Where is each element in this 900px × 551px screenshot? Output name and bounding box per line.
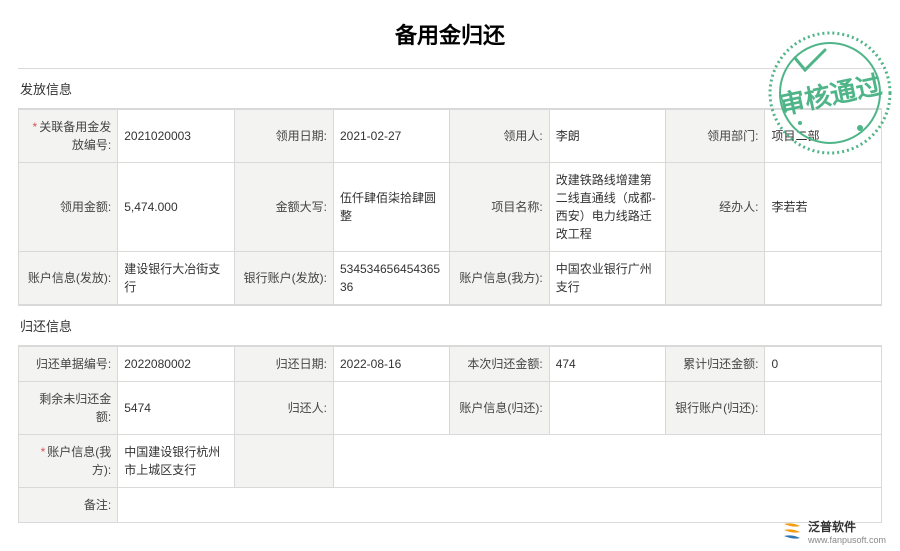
label-project: 项目名称: [450,163,549,252]
label-receive-date: 领用日期: [234,110,333,163]
table-row: 剩余未归还金额: 5474 归还人: 账户信息(归还): 银行账户(归还): [19,382,882,435]
label-bank-return: 银行账户(归还): [666,382,765,435]
value-account-issue: 建设银行大冶街支行 [118,252,235,305]
label-account-return: 账户信息(归还): [450,382,549,435]
value-remark [118,488,882,523]
value-remaining: 5474 [118,382,235,435]
label-total-returned: 累计归还金额: [666,347,765,382]
table-row: 归还单据编号: 2022080002 归还日期: 2022-08-16 本次归还… [19,347,882,382]
value-handler: 李若若 [765,163,882,252]
value-amount-cn: 伍仟肆佰柒拾肆圆整 [333,163,450,252]
label-account-our2: *账户信息(我方): [19,435,118,488]
label-empty2 [234,435,333,488]
value-return-amount: 474 [549,347,666,382]
issuance-table: *关联备用金发放编号: 2021020003 领用日期: 2021-02-27 … [18,109,882,305]
value-receiver: 李朗 [549,110,666,163]
value-issuance-id: 2021020003 [118,110,235,163]
label-receiver: 领用人: [450,110,549,163]
label-return-id: 归还单据编号: [19,347,118,382]
label-returner: 归还人: [234,382,333,435]
page-title: 备用金归还 [18,18,882,50]
table-row: 备注: [19,488,882,523]
value-receive-date: 2021-02-27 [333,110,450,163]
section-issuance-header: 发放信息 [18,68,882,109]
label-handler: 经办人: [666,163,765,252]
value-project: 改建铁路线增建第二线直通线（成都-西安）电力线路迁改工程 [549,163,666,252]
label-amount: 领用金额: [19,163,118,252]
value-empty2 [333,435,881,488]
label-account-our: 账户信息(我方): [450,252,549,305]
table-row: *账户信息(我方): 中国建设银行杭州市上城区支行 [19,435,882,488]
label-return-date: 归还日期: [234,347,333,382]
label-return-amount: 本次归还金额: [450,347,549,382]
logo-brand: 泛普软件 [808,518,886,535]
logo-icon [780,520,804,544]
value-amount: 5,474.000 [118,163,235,252]
value-return-date: 2022-08-16 [333,347,450,382]
value-empty1 [765,252,882,305]
table-row: *关联备用金发放编号: 2021020003 领用日期: 2021-02-27 … [19,110,882,163]
approval-stamp: 审核通过 [765,28,895,158]
value-total-returned: 0 [765,347,882,382]
table-row: 领用金额: 5,474.000 金额大写: 伍仟肆佰柒拾肆圆整 项目名称: 改建… [19,163,882,252]
svg-text:审核通过: 审核通过 [776,69,884,120]
value-account-our2: 中国建设银行杭州市上城区支行 [118,435,235,488]
logo-url: www.fanpusoft.com [808,535,886,545]
value-account-our: 中国农业银行广州支行 [549,252,666,305]
footer-logo: 泛普软件 www.fanpusoft.com [780,518,886,545]
label-department: 领用部门: [666,110,765,163]
table-row: 账户信息(发放): 建设银行大冶街支行 银行账户(发放): 5345346564… [19,252,882,305]
label-amount-cn: 金额大写: [234,163,333,252]
value-returner [333,382,450,435]
label-remaining: 剩余未归还金额: [19,382,118,435]
value-bank-issue: 53453465645436536 [333,252,450,305]
label-issuance-id: *关联备用金发放编号: [19,110,118,163]
label-remark: 备注: [19,488,118,523]
value-bank-return [765,382,882,435]
label-bank-issue: 银行账户(发放): [234,252,333,305]
return-table: 归还单据编号: 2022080002 归还日期: 2022-08-16 本次归还… [18,346,882,523]
section-return-header: 归还信息 [18,305,882,346]
value-account-return [549,382,666,435]
value-return-id: 2022080002 [118,347,235,382]
label-empty1 [666,252,765,305]
label-account-issue: 账户信息(发放): [19,252,118,305]
